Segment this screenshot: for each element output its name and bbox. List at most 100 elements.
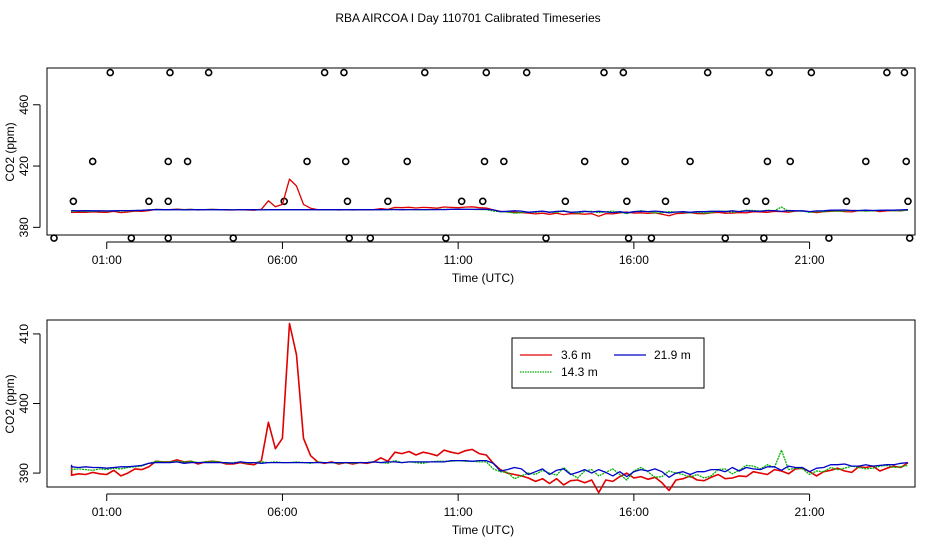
- bottom-x-tick-label: 16:00: [619, 505, 649, 519]
- calibration-point: [647, 234, 656, 242]
- bottom-y-tick-label: 400: [17, 393, 31, 413]
- calibration-point: [619, 68, 628, 77]
- top-x-tick-label: 16:00: [619, 253, 649, 267]
- calibration-point: [145, 197, 153, 206]
- calibration-point: [842, 197, 851, 206]
- top-x-tick-label: 11:00: [444, 253, 473, 267]
- figure-title: RBA AIRCOA I Day 110701 Calibrated Times…: [335, 11, 600, 25]
- top-y-axis-label: CO2 (ppm): [3, 122, 17, 181]
- calibration-point: [341, 157, 350, 166]
- bottom-x-axis-label: Time (UTC): [452, 523, 514, 537]
- calibration-point: [600, 68, 608, 77]
- legend-label-3-6m: 3.6 m: [561, 348, 591, 362]
- top-x-tick-label: 06:00: [267, 253, 297, 267]
- calibration-point: [904, 197, 912, 206]
- bottom-series-3-6-m: [70, 322, 909, 494]
- bottom-series-lines: [70, 322, 909, 494]
- calibration-point: [765, 68, 773, 77]
- calibration-point: [127, 234, 136, 242]
- calibration-point: [303, 157, 311, 166]
- top-y-axis: 380 420 460: [17, 94, 41, 237]
- calibration-point: [69, 197, 78, 206]
- calibration-point: [229, 234, 238, 242]
- calibration-point: [320, 68, 329, 77]
- calibration-point: [500, 157, 508, 166]
- bottom-y-axis-label: CO2 (ppm): [3, 374, 17, 433]
- calibration-point: [340, 68, 348, 77]
- top-y-tick-label: 460: [17, 94, 31, 114]
- calibration-point: [905, 234, 914, 242]
- calibration-point: [862, 157, 870, 166]
- legend-label-14-3m: 14.3 m: [561, 365, 598, 379]
- calibration-point: [50, 234, 58, 242]
- top-panel: 01:00 06:00 11:00 16:00 21:00 380 420 460 Time…: [3, 67, 916, 285]
- calibration-point: [760, 234, 768, 242]
- calibration-point: [561, 197, 570, 206]
- legend: 3.6 m 21.9 m 14.3 m: [511, 337, 705, 389]
- top-x-axis-label: Time (UTC): [452, 271, 514, 285]
- calibration-point: [900, 68, 909, 77]
- calibration-point: [807, 68, 816, 77]
- bottom-x-tick-label: 06:00: [267, 505, 297, 519]
- calibration-point: [786, 157, 795, 166]
- calibration-point: [761, 197, 770, 206]
- calibration-point: [883, 68, 891, 77]
- bottom-x-tick-label: 01:00: [92, 505, 122, 519]
- calibration-point: [825, 234, 833, 242]
- bottom-series-21-9-m: [70, 459, 909, 478]
- calibration-point: [624, 234, 633, 242]
- calibration-point: [343, 197, 352, 206]
- calibration-point: [106, 68, 115, 77]
- calibration-point: [204, 68, 213, 77]
- calibration-point: [623, 197, 631, 206]
- bottom-y-tick-label: 390: [17, 463, 31, 483]
- calibration-point: [686, 157, 694, 166]
- bottom-y-tick-label: 410: [17, 324, 31, 344]
- calibration-point: [403, 157, 412, 166]
- top-x-tick-label: 21:00: [795, 253, 825, 267]
- top-x-tick-label: 01:00: [92, 253, 122, 267]
- calibration-point: [366, 234, 375, 242]
- bottom-panel: 01:00 06:00 11:00 16:00 21:00 390 400 410 Time…: [3, 319, 916, 537]
- calibration-point: [542, 234, 550, 242]
- calibration-point: [522, 68, 531, 77]
- calibration-point: [480, 157, 489, 166]
- calibration-point: [183, 157, 192, 166]
- calibration-point: [742, 197, 751, 206]
- calibration-point: [88, 157, 97, 166]
- top-y-tick-label: 380: [17, 217, 31, 237]
- calibration-point: [482, 68, 491, 77]
- calibration-point: [703, 68, 712, 77]
- top-plot-frame: [46, 67, 916, 236]
- calibration-point: [478, 197, 487, 206]
- calibration-point: [442, 234, 450, 242]
- calibration-point: [384, 197, 392, 206]
- calibration-point: [661, 197, 670, 206]
- calibration-point: [164, 197, 173, 206]
- top-series-lines: [70, 178, 909, 217]
- legend-label-21-9m: 21.9 m: [654, 348, 691, 362]
- legend-box: [511, 337, 705, 389]
- calibration-point: [164, 234, 173, 242]
- bottom-x-axis: 01:00 06:00 11:00 16:00 21:00: [92, 493, 825, 519]
- bottom-x-tick-label: 21:00: [795, 505, 825, 519]
- calibration-point: [166, 68, 174, 77]
- top-y-tick-label: 420: [17, 156, 31, 176]
- bottom-y-axis: 390 400 410: [17, 324, 41, 483]
- top-series-21-9-m: [70, 208, 909, 214]
- bottom-series-14-3-m: [70, 449, 909, 481]
- top-x-axis: 01:00 06:00 11:00 16:00 21:00: [92, 241, 825, 267]
- calibration-point: [621, 157, 629, 166]
- calibration-point: [580, 157, 589, 166]
- calibration-point: [164, 157, 173, 166]
- calibration-point: [457, 197, 466, 206]
- calibration-point: [420, 68, 429, 77]
- calibration-point: [345, 234, 354, 242]
- bottom-plot-frame: [46, 319, 916, 488]
- calibration-point: [763, 157, 772, 166]
- calibration-points: [50, 68, 914, 242]
- bottom-x-tick-label: 11:00: [444, 505, 473, 519]
- calibration-point: [902, 157, 911, 166]
- calibration-point: [721, 234, 730, 242]
